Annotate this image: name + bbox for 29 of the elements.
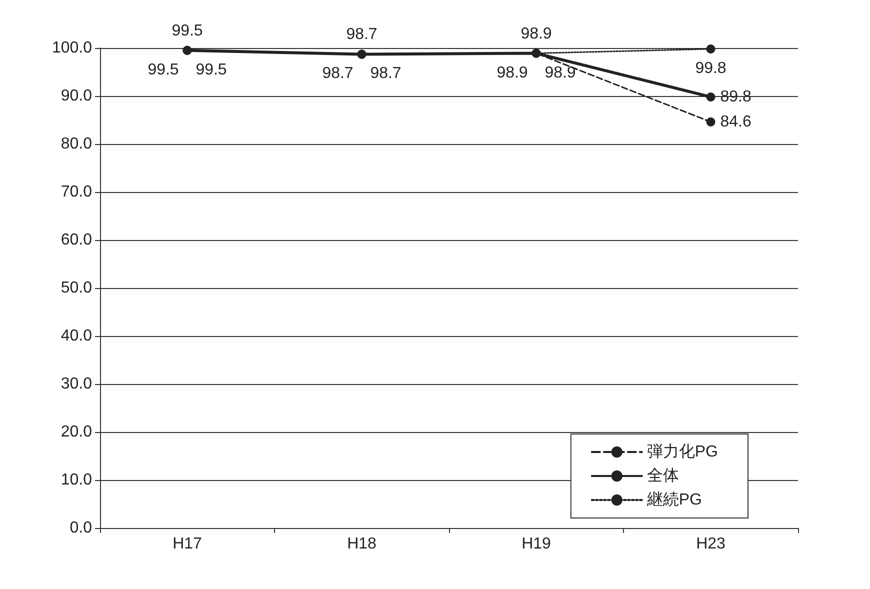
data-label: 98.7 — [370, 65, 402, 82]
x-tick-label: H19 — [522, 536, 552, 552]
data-label: 98.7 — [346, 26, 378, 44]
data-label: 98.9 — [520, 25, 552, 42]
y-tick-label: 60.0 — [60, 232, 92, 248]
data-label: 98.7 — [322, 65, 354, 82]
y-tick-label: 20.0 — [60, 424, 92, 440]
data-label: 99.5 — [148, 61, 179, 78]
y-tick-label: 10.0 — [60, 472, 92, 488]
y-tick-label: 90.0 — [60, 88, 92, 104]
data-label: 98.9 — [496, 64, 528, 82]
data-label: 99.5 — [172, 22, 203, 40]
y-tick-label: 50.0 — [60, 280, 92, 296]
data-label: 99.5 — [196, 61, 227, 78]
legend-label: 全体 — [646, 468, 679, 484]
x-tick-label: H17 — [172, 536, 202, 552]
data-label: 84.6 — [720, 113, 752, 130]
x-tick-label: H18 — [347, 536, 377, 552]
data-label: 98.9 — [544, 64, 576, 82]
y-tick-label: 80.0 — [60, 136, 92, 152]
y-tick-label: 30.0 — [60, 376, 92, 392]
y-tick-label: 0.0 — [70, 520, 92, 536]
y-tick-label: 40.0 — [60, 328, 92, 344]
legend-label: 弾力化PG — [646, 442, 718, 460]
y-tick-label: 100.0 — [52, 40, 92, 56]
x-tick-label: H23 — [696, 536, 726, 552]
data-label: 99.8 — [695, 60, 726, 77]
legend-label: 継続PG — [646, 490, 702, 508]
y-tick-label: 70.0 — [60, 184, 92, 200]
